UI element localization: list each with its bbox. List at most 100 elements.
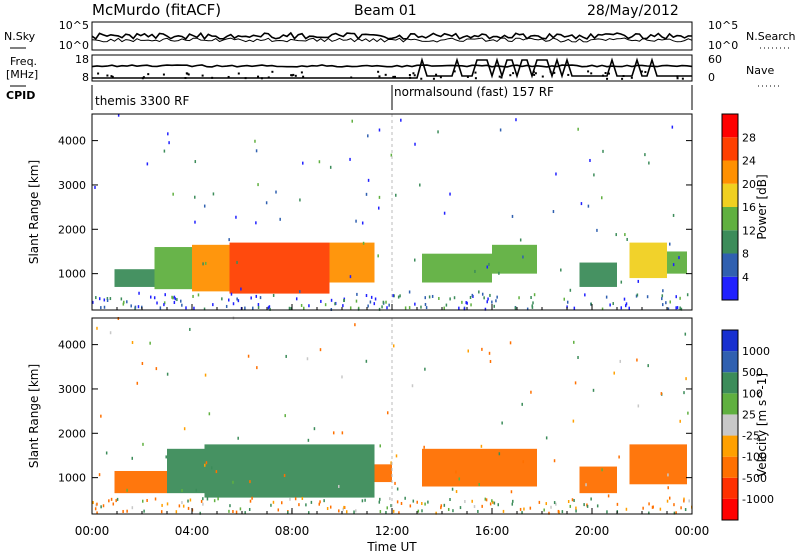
power-scatter-point [555, 172, 557, 176]
velocity-scatter-point [417, 509, 420, 513]
velocity-scatter-point [251, 496, 253, 500]
power-scatter-point [469, 295, 472, 299]
power-scatter-point [361, 221, 364, 225]
power-scatter-point [163, 301, 166, 305]
freq-dot [644, 71, 647, 74]
velocity-scatter-point [675, 511, 677, 515]
velocity-scatter-point [345, 510, 348, 514]
power-panel: 1000 2000 3000 4000 Slant Range [km] [27, 113, 693, 311]
velocity-scatter-point [200, 499, 203, 503]
velocity-scatter-point [379, 497, 381, 501]
velocity-scatter-point [161, 503, 163, 507]
power-scatter-point [212, 192, 215, 196]
power-scatter-point [153, 296, 156, 300]
x-axis-label: Time UT [366, 540, 417, 554]
power-scatter-point [511, 214, 514, 218]
power-scatter-point [117, 113, 120, 117]
power-scatter-point [584, 293, 586, 297]
power-scatter-point [265, 201, 268, 205]
velocity-scatter-point [270, 503, 272, 507]
velocity-scatter-point [281, 501, 283, 505]
velocity-scatter-point [131, 341, 134, 345]
power-colorbar-swatch [722, 207, 738, 231]
freq-dot [640, 70, 643, 73]
velocity-scatter-point [338, 484, 340, 488]
freq-dot [227, 75, 230, 78]
power-scatter-point [680, 307, 683, 311]
velocity-region-5 [579, 466, 617, 494]
power-scatter-point [388, 303, 390, 307]
velocity-scatter-point [510, 490, 513, 494]
velocity-scatter-point [131, 456, 134, 460]
velocity-scatter-point [481, 347, 483, 351]
power-scatter-point [367, 178, 370, 182]
power-scatter-point [103, 298, 106, 302]
power-scatter-point [428, 295, 431, 299]
velocity-colorbar-label: -1000 [742, 493, 774, 506]
power-scatter-point [675, 295, 677, 299]
power-scatter-point [635, 294, 638, 298]
noise-panel: N.Sky 10^5 10^0 10^5 10^0 N.Search [4, 19, 796, 52]
noise-right-tick-top: 10^5 [708, 19, 738, 32]
power-scatter-point [362, 241, 365, 245]
power-scatter-point [461, 300, 463, 304]
x-tick-label: 20:00 [575, 524, 610, 538]
power-scatter-point [106, 299, 109, 303]
velocity-scatter-point [557, 509, 560, 513]
x-tick-label: 00:00 [675, 524, 710, 538]
power-colorbar-swatch [722, 230, 738, 254]
power-scatter-point [590, 302, 592, 306]
x-tick-label: 00:00 [75, 524, 110, 538]
velocity-scatter-point [310, 500, 313, 504]
velocity-y-axis: 1000 2000 3000 4000 [58, 339, 692, 485]
velocity-region-3 [374, 464, 392, 483]
velocity-scatter-point [660, 392, 663, 396]
velocity-scatter-point [187, 506, 190, 510]
power-scatter-point [171, 295, 173, 299]
velocity-scatter-point [343, 505, 345, 509]
velocity-scatter-point [667, 473, 669, 477]
velocity-scatter-point [390, 504, 392, 508]
power-scatter-point [636, 293, 639, 297]
power-scatter-point [530, 295, 532, 299]
freq-dot [350, 76, 353, 79]
power-scatter-point [419, 183, 421, 187]
velocity-scatter-point [511, 502, 514, 506]
power-scatter-point [357, 307, 360, 311]
velocity-scatter-point [284, 414, 286, 418]
power-scatter-point [498, 271, 500, 275]
power-scatter-point [518, 296, 520, 300]
noise-sky-line [91, 31, 693, 41]
velocity-scatter-point [213, 499, 216, 503]
power-scatter-point [374, 297, 377, 301]
velocity-scatter-point [306, 357, 309, 361]
freq-dot [162, 73, 165, 76]
freq-dot [432, 77, 435, 80]
power-scatter-point [202, 262, 204, 266]
velocity-scatter-point [636, 358, 638, 362]
freq-label-line2: [MHz] [6, 68, 38, 81]
velocity-scatter-point [155, 367, 158, 371]
velocity-scatter-point [449, 498, 451, 502]
noise-left-tick-bottom: 10^0 [59, 39, 89, 52]
velocity-scatter-point [455, 490, 458, 494]
freq-dot [106, 74, 109, 77]
velocity-scatter-point [480, 444, 483, 448]
power-scatter-point [267, 306, 270, 310]
velocity-scatter-point [199, 511, 201, 515]
velocity-y-tick-label: 2000 [58, 427, 86, 440]
power-scatter-point [197, 293, 200, 297]
velocity-scatter-point [625, 507, 628, 511]
power-scatter-point [686, 293, 689, 297]
velocity-scatter-point [489, 359, 492, 363]
velocity-scatter-point [202, 497, 204, 501]
power-scatter-point [601, 196, 603, 200]
velocity-scatter-point [398, 511, 400, 515]
velocity-scatter-point [488, 351, 491, 355]
power-colorbar-swatch [722, 183, 738, 207]
power-scatter-point [679, 306, 681, 310]
power-scatter-point [678, 256, 680, 260]
power-scatter-point [194, 160, 197, 164]
velocity-scatter-point [249, 480, 251, 484]
freq-dot [300, 71, 303, 74]
